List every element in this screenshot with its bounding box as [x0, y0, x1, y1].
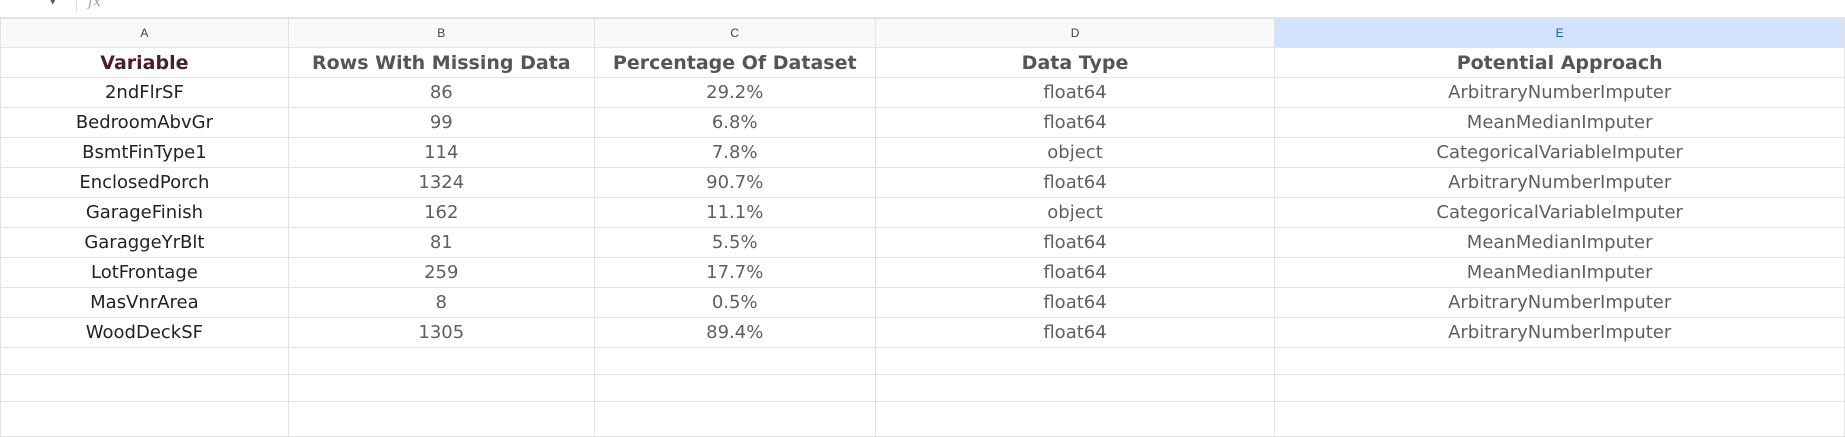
header-cell-data-type[interactable]: Data Type: [874, 47, 1276, 78]
cell-data-type[interactable]: float64: [874, 227, 1276, 258]
cell-approach[interactable]: MeanMedianImputer: [1274, 257, 1845, 288]
cell-variable[interactable]: BsmtFinType1: [0, 137, 289, 168]
table-row: EnclosedPorch 1324 90.7% float64 ArbitraryNu…: [0, 167, 1845, 198]
cell-percentage[interactable]: 5.5%: [593, 227, 876, 258]
cell-variable[interactable]: BedroomAbvGr: [0, 107, 289, 138]
spreadsheet-grid: A B C D E Variable Rows With Missing Dat…: [0, 18, 1845, 437]
fx-icon: fx: [88, 0, 102, 10]
cell-variable[interactable]: WoodDeckSF: [0, 317, 289, 348]
empty-cell[interactable]: [874, 401, 1276, 437]
empty-cell[interactable]: [287, 347, 595, 375]
column-header-row: A B C D E: [0, 18, 1845, 48]
cell-data-type[interactable]: float64: [874, 77, 1276, 108]
formula-bar-divider: [76, 0, 77, 12]
cell-percentage[interactable]: 0.5%: [593, 287, 876, 318]
cell-data-type[interactable]: float64: [874, 107, 1276, 138]
cell-approach[interactable]: CategoricalVariableImputer: [1274, 137, 1845, 168]
table-row: GarageFinish 162 11.1% object CategoricalVar…: [0, 197, 1845, 228]
cell-approach[interactable]: MeanMedianImputer: [1274, 107, 1845, 138]
cell-rows-missing[interactable]: 114: [287, 137, 595, 168]
header-cell-variable[interactable]: Variable: [0, 47, 289, 78]
header-cell-percentage[interactable]: Percentage Of Dataset: [593, 47, 876, 78]
empty-row: [0, 374, 1845, 402]
cell-data-type[interactable]: float64: [874, 287, 1276, 318]
column-header-e[interactable]: E: [1274, 18, 1845, 48]
empty-cell[interactable]: [1274, 374, 1845, 402]
header-cell-approach[interactable]: Potential Approach: [1274, 47, 1845, 78]
column-header-d[interactable]: D: [874, 18, 1276, 48]
cell-variable[interactable]: MasVnrArea: [0, 287, 289, 318]
cell-percentage[interactable]: 7.8%: [593, 137, 876, 168]
cell-data-type[interactable]: float64: [874, 317, 1276, 348]
cell-rows-missing[interactable]: 86: [287, 77, 595, 108]
empty-cell[interactable]: [874, 374, 1276, 402]
cell-rows-missing[interactable]: 259: [287, 257, 595, 288]
cell-variable[interactable]: GaraggeYrBlt: [0, 227, 289, 258]
empty-cell[interactable]: [593, 401, 876, 437]
cell-rows-missing[interactable]: 81: [287, 227, 595, 258]
empty-cell[interactable]: [0, 347, 289, 375]
cell-variable[interactable]: 2ndFlrSF: [0, 77, 289, 108]
cell-data-type[interactable]: float64: [874, 167, 1276, 198]
table-row: BsmtFinType1 114 7.8% object CategoricalVari…: [0, 137, 1845, 168]
cell-percentage[interactable]: 6.8%: [593, 107, 876, 138]
column-header-c[interactable]: C: [593, 18, 876, 48]
cell-percentage[interactable]: 17.7%: [593, 257, 876, 288]
table-row: WoodDeckSF 1305 89.4% float64 ArbitraryNumbe…: [0, 317, 1845, 348]
cell-variable[interactable]: GarageFinish: [0, 197, 289, 228]
cell-rows-missing[interactable]: 1324: [287, 167, 595, 198]
cell-rows-missing[interactable]: 1305: [287, 317, 595, 348]
empty-cell[interactable]: [287, 401, 595, 437]
empty-cell[interactable]: [287, 374, 595, 402]
table-row: MasVnrArea 8 0.5% float64 ArbitraryNumberImp…: [0, 287, 1845, 318]
cell-rows-missing[interactable]: 99: [287, 107, 595, 138]
table-row: 2ndFlrSF 86 29.2% float64 ArbitraryNumberImp…: [0, 77, 1845, 108]
cell-approach[interactable]: ArbitraryNumberImputer: [1274, 287, 1845, 318]
column-header-a[interactable]: A: [0, 18, 289, 48]
column-header-b[interactable]: B: [287, 18, 595, 48]
chevron-down-icon[interactable]: ▾: [50, 0, 56, 8]
empty-cell[interactable]: [1274, 347, 1845, 375]
cell-data-type[interactable]: float64: [874, 257, 1276, 288]
table-row: LotFrontage 259 17.7% float64 MeanMedianImpu…: [0, 257, 1845, 288]
cell-percentage[interactable]: 11.1%: [593, 197, 876, 228]
empty-row: [0, 401, 1845, 437]
cell-approach[interactable]: ArbitraryNumberImputer: [1274, 167, 1845, 198]
table-row: BedroomAbvGr 99 6.8% float64 MeanMedianImput…: [0, 107, 1845, 138]
cell-variable[interactable]: LotFrontage: [0, 257, 289, 288]
empty-cell[interactable]: [593, 374, 876, 402]
cell-percentage[interactable]: 89.4%: [593, 317, 876, 348]
cell-percentage[interactable]: 90.7%: [593, 167, 876, 198]
cell-approach[interactable]: ArbitraryNumberImputer: [1274, 317, 1845, 348]
empty-cell[interactable]: [1274, 401, 1845, 437]
header-row: Variable Rows With Missing Data Percenta…: [0, 47, 1845, 78]
empty-row: [0, 347, 1845, 375]
cell-data-type[interactable]: object: [874, 137, 1276, 168]
cell-variable[interactable]: EnclosedPorch: [0, 167, 289, 198]
cell-data-type[interactable]: object: [874, 197, 1276, 228]
cell-approach[interactable]: MeanMedianImputer: [1274, 227, 1845, 258]
empty-cell[interactable]: [874, 347, 1276, 375]
empty-cell[interactable]: [0, 401, 289, 437]
header-cell-rows-missing[interactable]: Rows With Missing Data: [287, 47, 595, 78]
table-row: GaraggeYrBlt 81 5.5% float64 MeanMedianImput…: [0, 227, 1845, 258]
cell-percentage[interactable]: 29.2%: [593, 77, 876, 108]
cell-approach[interactable]: ArbitraryNumberImputer: [1274, 77, 1845, 108]
cell-rows-missing[interactable]: 162: [287, 197, 595, 228]
formula-bar: ▾ fx: [0, 0, 1845, 18]
cell-approach[interactable]: CategoricalVariableImputer: [1274, 197, 1845, 228]
empty-cell[interactable]: [0, 374, 289, 402]
empty-cell[interactable]: [593, 347, 876, 375]
cell-rows-missing[interactable]: 8: [287, 287, 595, 318]
